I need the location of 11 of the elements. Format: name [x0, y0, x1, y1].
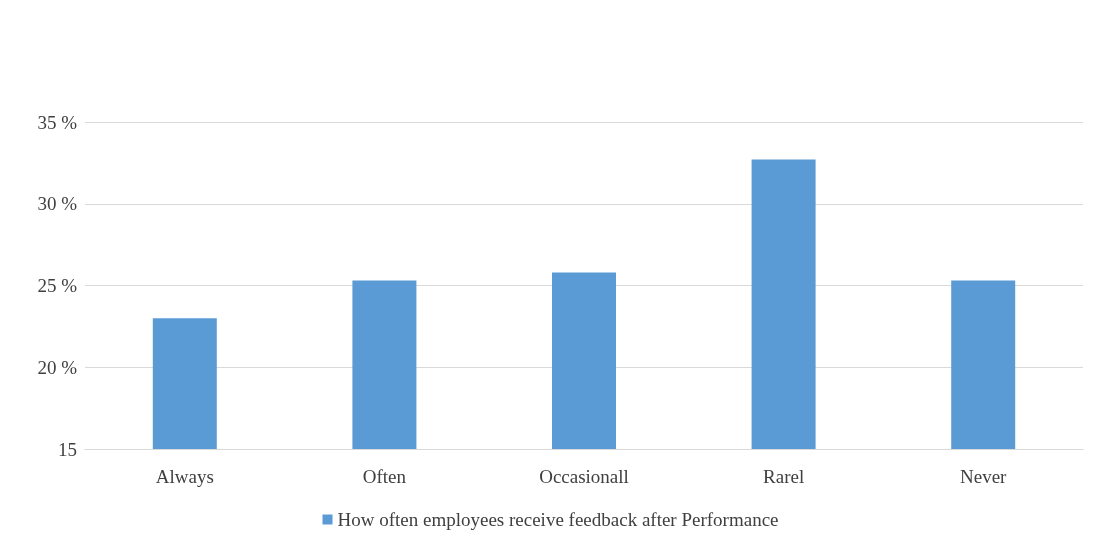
x-tick-label: Always [155, 466, 214, 487]
x-tick-label: Occasionall [539, 466, 629, 487]
x-tick-label: Never [959, 466, 1008, 487]
y-tick-label: 25 % [37, 275, 78, 296]
x-tick-label: Often [362, 466, 407, 487]
x-tick-label: Rarel [763, 466, 805, 487]
y-tick-label: 30 % [37, 193, 78, 215]
y-tick-label: 15 [58, 438, 77, 460]
y-tick-label: 35 % [37, 111, 78, 133]
y-tick-label: 20 % [37, 356, 78, 378]
legend-label: How often employees receive feedback after Performance [337, 509, 779, 530]
